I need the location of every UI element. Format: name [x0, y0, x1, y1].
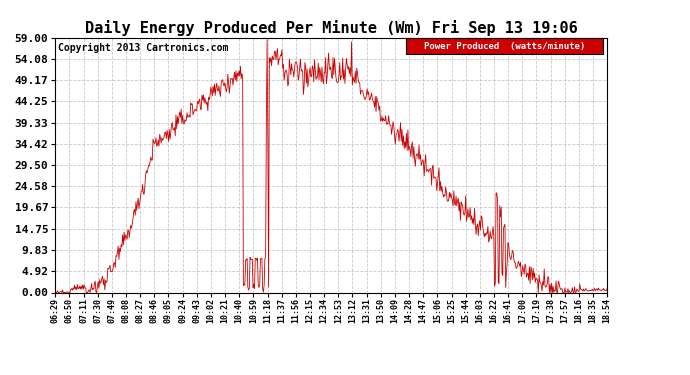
FancyBboxPatch shape — [406, 38, 603, 54]
Text: Power Produced  (watts/minute): Power Produced (watts/minute) — [424, 42, 585, 51]
Title: Daily Energy Produced Per Minute (Wm) Fri Sep 13 19:06: Daily Energy Produced Per Minute (Wm) Fr… — [85, 20, 578, 36]
Text: Copyright 2013 Cartronics.com: Copyright 2013 Cartronics.com — [58, 43, 228, 52]
